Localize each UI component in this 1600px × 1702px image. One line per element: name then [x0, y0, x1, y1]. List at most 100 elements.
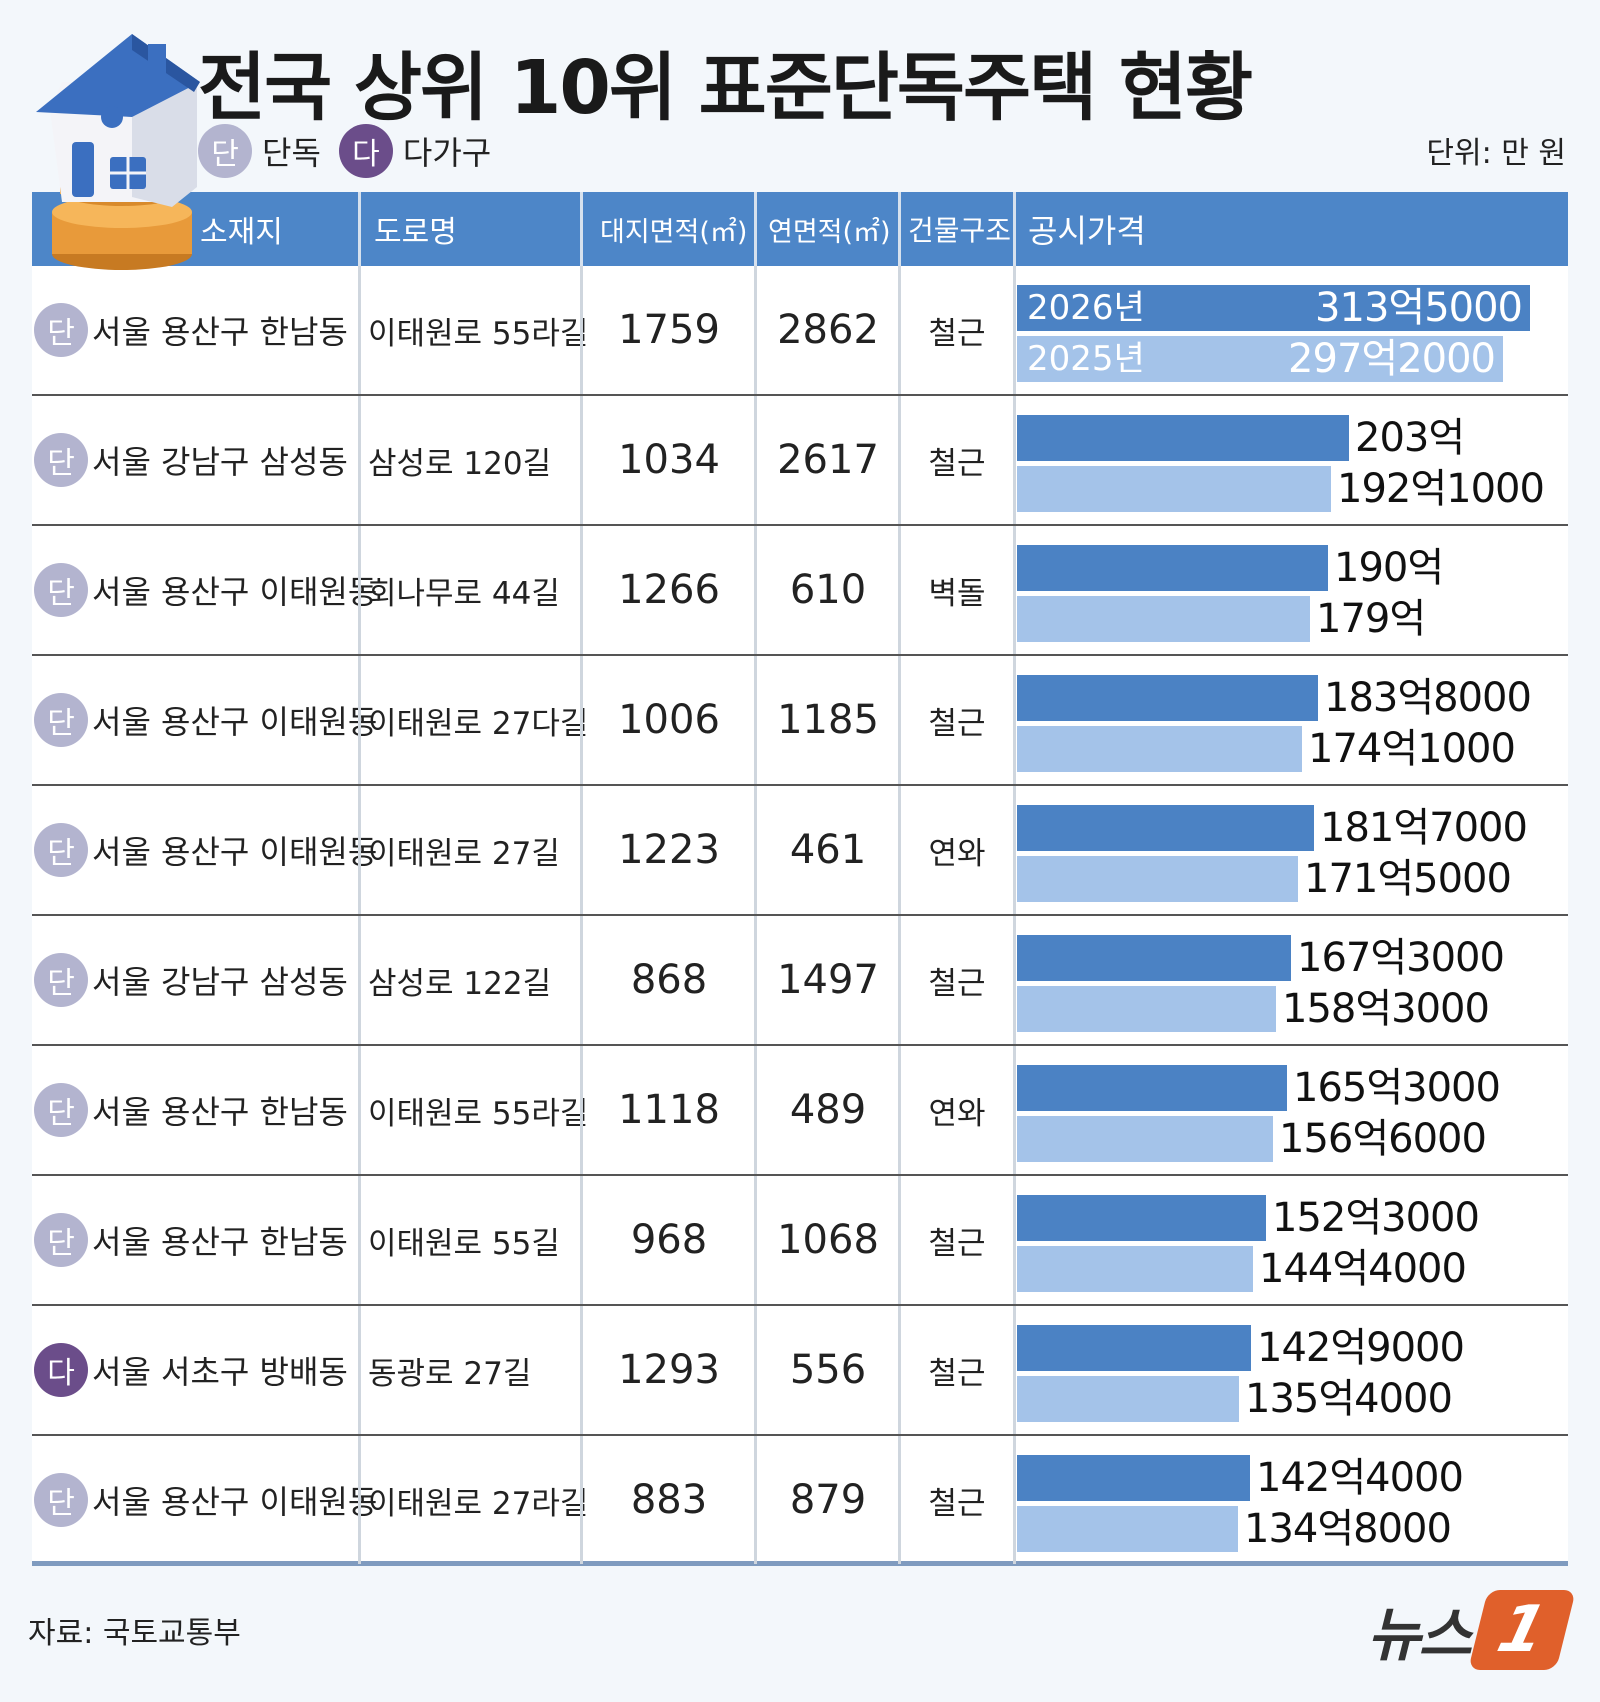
- land-area-cell: 1759: [618, 307, 720, 353]
- table-body: 단 서울 용산구 한남동 이태원로 55라길 1759 2862 철근 2026년 313억5…: [32, 266, 1568, 1566]
- bar-2025: [1017, 986, 1276, 1032]
- structure-cell: 연와: [928, 1095, 986, 1132]
- bar-2026: [1017, 675, 1318, 721]
- price-bars: 181억7000 171억5000: [1017, 786, 1568, 914]
- floor-area-cell: 1068: [777, 1217, 879, 1263]
- row-type-cell: 단: [34, 916, 88, 1044]
- price-bars: 165억3000 156억6000: [1017, 1046, 1568, 1174]
- column-divider: [898, 786, 901, 914]
- floor-area-cell: 2617: [777, 437, 879, 483]
- bar-2025: [1017, 1246, 1253, 1292]
- value-label-2025: 158억3000: [1282, 986, 1490, 1032]
- bar-2025: [1017, 726, 1302, 772]
- row-type-cell: 단: [34, 1046, 88, 1174]
- bar-2026: [1017, 415, 1349, 461]
- house-icon: [36, 34, 200, 270]
- land-area-cell: 883: [630, 1477, 708, 1523]
- bar-2026: [1017, 1065, 1287, 1111]
- header-divider: [754, 192, 757, 266]
- value-label-2026: 190억: [1334, 545, 1444, 591]
- column-divider: [754, 1176, 757, 1304]
- column-divider: [580, 1046, 583, 1174]
- table-row: 다 서울 서초구 방배동 동광로 27길 1293 556 철근 142억9000 135억4…: [32, 1306, 1568, 1436]
- structure-cell: 철근: [928, 315, 986, 352]
- bar-2026: [1017, 935, 1291, 981]
- column-divider: [1013, 1176, 1016, 1304]
- header-divider: [898, 192, 901, 266]
- column-divider: [1013, 526, 1016, 654]
- floor-area-cell: 556: [789, 1347, 867, 1393]
- column-divider: [754, 1046, 757, 1174]
- column-divider: [580, 1306, 583, 1434]
- column-divider: [754, 656, 757, 784]
- bar-2025: [1017, 596, 1310, 642]
- type-badge: 단: [34, 563, 88, 617]
- bar-2025: [1017, 1506, 1238, 1552]
- column-divider: [358, 396, 361, 524]
- value-label-2025: 297억2000: [1288, 336, 1496, 382]
- table-header: 소재지 도로명 대지면적(㎡) 연면적(㎡) 건물구조 공시가격: [32, 192, 1568, 266]
- land-area-cell: 1293: [618, 1347, 720, 1393]
- type-badge: 단: [34, 693, 88, 747]
- road-cell: 이태원로 27라길: [368, 1485, 589, 1522]
- value-label-2026: 203억: [1355, 415, 1465, 461]
- type-badge: 단: [34, 823, 88, 877]
- floor-area-cell: 461: [789, 827, 867, 873]
- type-badge: 단: [34, 1473, 88, 1527]
- unit-label: 단위: 만 원: [1426, 136, 1566, 171]
- type-badge: 단: [34, 433, 88, 487]
- value-label-2026: 142억9000: [1257, 1325, 1465, 1371]
- land-area-cell: 968: [630, 1217, 708, 1263]
- header-location: 소재지: [200, 215, 283, 250]
- type-badge: 단: [34, 303, 88, 357]
- value-label-2025: 135억4000: [1245, 1376, 1453, 1422]
- location-cell: 서울 용산구 한남동: [92, 1223, 348, 1261]
- legend-multi-badge: 다: [338, 124, 393, 178]
- year-label-2025: 2025년: [1027, 339, 1145, 379]
- road-cell: 이태원로 27길: [368, 835, 560, 872]
- column-divider: [754, 1306, 757, 1434]
- price-bars: 2026년 313억5000 2025년 297억2000: [1017, 266, 1568, 394]
- column-divider: [358, 1176, 361, 1304]
- type-badge: 단: [34, 1083, 88, 1137]
- floor-area-cell: 1497: [777, 957, 879, 1003]
- row-type-cell: 단: [34, 656, 88, 784]
- column-divider: [580, 266, 583, 394]
- row-type-cell: 단: [34, 1436, 88, 1564]
- price-bars: 142억9000 135억4000: [1017, 1306, 1568, 1434]
- structure-cell: 철근: [928, 1485, 986, 1522]
- news1-logo: 뉴스 1: [1367, 1588, 1576, 1672]
- location-cell: 서울 용산구 이태원동: [92, 703, 378, 741]
- header-divider: [580, 192, 583, 266]
- price-bars: 190억 179억: [1017, 526, 1568, 654]
- value-label-2025: 144억4000: [1259, 1246, 1467, 1292]
- land-area-cell: 1266: [618, 567, 720, 613]
- column-divider: [580, 786, 583, 914]
- column-divider: [580, 1176, 583, 1304]
- value-label-2025: 171억5000: [1304, 856, 1512, 902]
- row-type-cell: 단: [34, 526, 88, 654]
- location-cell: 서울 강남구 삼성동: [92, 963, 348, 1001]
- row-type-cell: 단: [34, 396, 88, 524]
- page-title: 전국 상위 10위 표준단독주택 현황: [198, 45, 1253, 131]
- column-divider: [358, 266, 361, 394]
- value-label-2026: 167억3000: [1297, 935, 1505, 981]
- bar-2026: [1017, 1455, 1250, 1501]
- header-price: 공시가격: [1028, 212, 1146, 250]
- structure-cell: 철근: [928, 965, 986, 1002]
- logo-text: 뉴스: [1367, 1601, 1472, 1669]
- price-bars: 142억4000 134억8000: [1017, 1436, 1568, 1564]
- price-table: 소재지 도로명 대지면적(㎡) 연면적(㎡) 건물구조 공시가격 단 서울 용산구…: [32, 192, 1568, 1566]
- location-cell: 서울 용산구 이태원동: [92, 1483, 378, 1521]
- value-label-2025: 174억1000: [1308, 726, 1516, 772]
- column-divider: [580, 1436, 583, 1564]
- price-bars: 203억 192억1000: [1017, 396, 1568, 524]
- column-divider: [1013, 916, 1016, 1044]
- value-label-2026: 165억3000: [1293, 1065, 1501, 1111]
- road-cell: 이태원로 27다길: [368, 705, 589, 742]
- bar-2026: [1017, 805, 1314, 851]
- structure-cell: 철근: [928, 445, 986, 482]
- header-land-area: 대지면적(㎡): [600, 216, 748, 248]
- legend: 단 단독 다 다가구: [198, 124, 509, 178]
- bar-2026: [1017, 545, 1328, 591]
